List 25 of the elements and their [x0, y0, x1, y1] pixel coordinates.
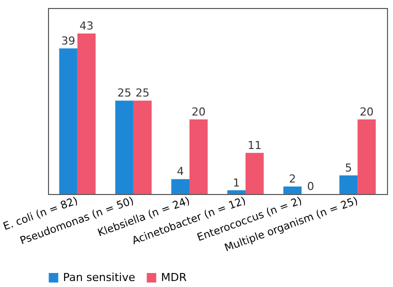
bar — [246, 152, 264, 194]
bar — [59, 48, 78, 194]
bar — [189, 119, 208, 194]
legend-label: Pan sensitive — [63, 270, 136, 284]
data-label: 0 — [307, 180, 314, 193]
data-label: 43 — [80, 19, 94, 32]
data-label: 11 — [248, 138, 262, 152]
data-label: 4 — [176, 165, 184, 178]
data-label: 39 — [61, 34, 76, 48]
bar — [115, 100, 134, 194]
data-label: 25 — [117, 86, 132, 100]
data-label: 1 — [232, 176, 240, 190]
bar — [133, 100, 152, 194]
legend-label: MDR — [161, 270, 187, 284]
data-label: 5 — [344, 161, 352, 174]
data-label: 2 — [288, 172, 296, 186]
data-label: 25 — [136, 86, 150, 100]
data-label: 20 — [192, 105, 206, 118]
bar — [171, 179, 190, 194]
bar — [77, 33, 96, 194]
bar — [358, 119, 376, 194]
data-label: 20 — [360, 105, 374, 118]
bar — [227, 190, 246, 194]
bar — [283, 186, 302, 194]
bar — [339, 175, 358, 194]
